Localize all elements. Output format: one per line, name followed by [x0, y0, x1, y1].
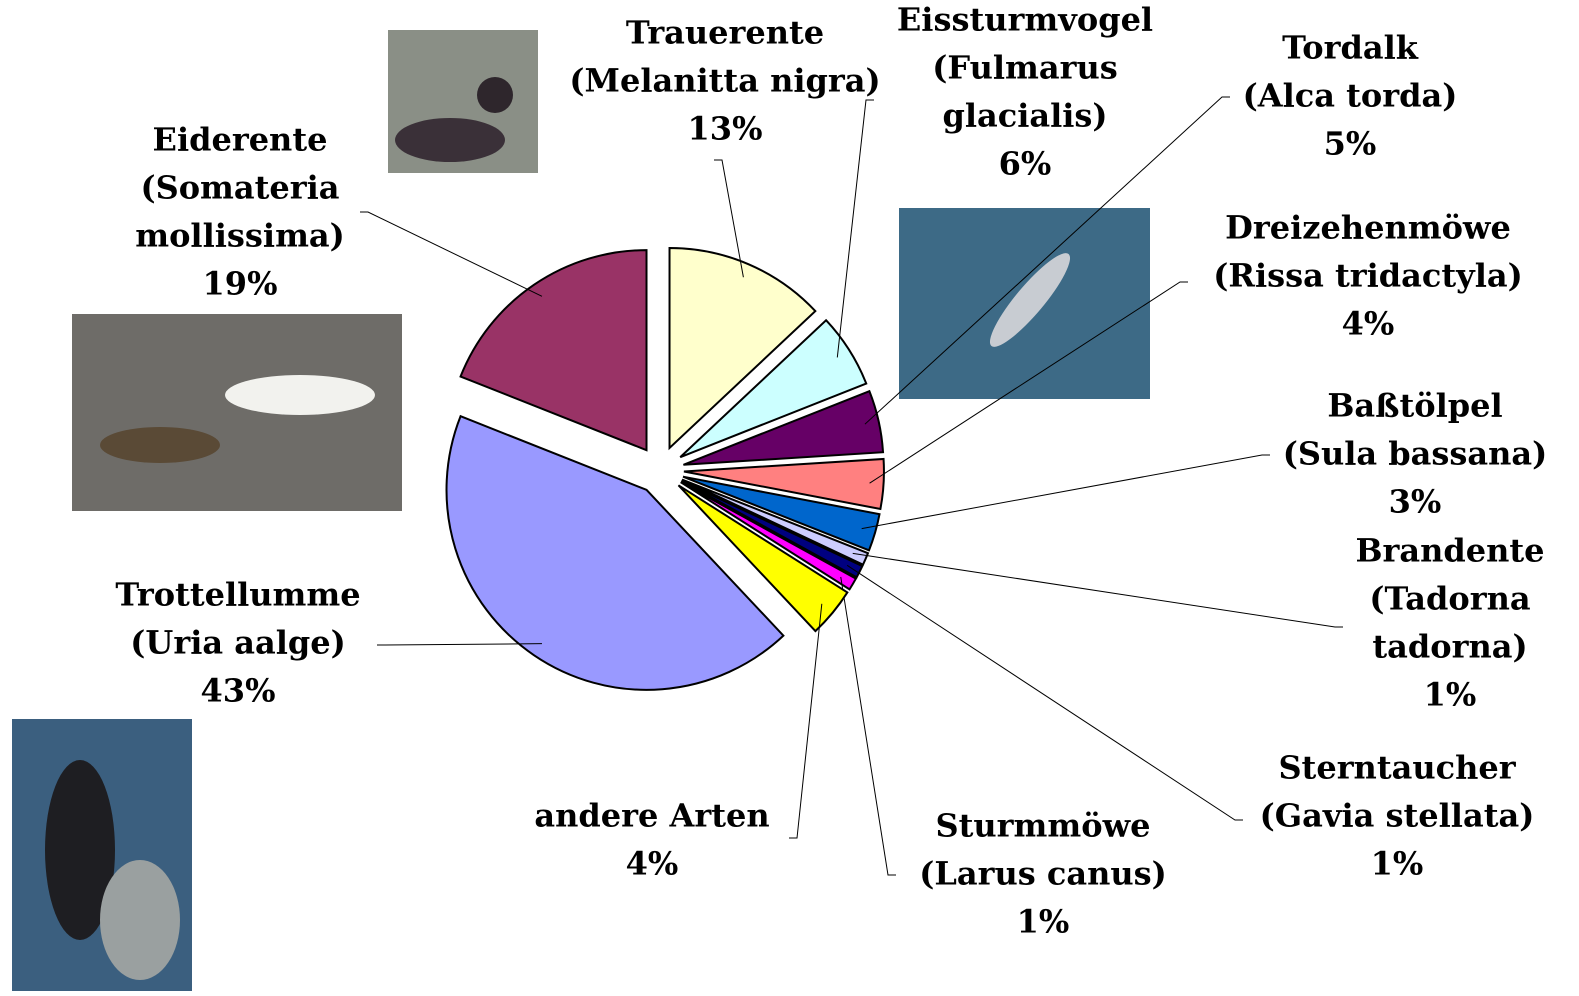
slice-label: Sturmmöwe: [936, 807, 1151, 845]
leader-line: [862, 455, 1270, 529]
pie-slice: [461, 250, 647, 450]
slice-label: (Somateria: [140, 169, 339, 207]
value-label: 3%: [1389, 483, 1442, 521]
slice-label: Eissturmvogel: [897, 1, 1153, 39]
value-label: 1%: [1424, 676, 1477, 714]
slice-label: (Alca torda): [1243, 77, 1458, 115]
leader-line: [841, 577, 896, 875]
slice-label: (Melanitta nigra): [569, 62, 880, 100]
value-label: 5%: [1324, 125, 1377, 163]
leader-line: [853, 553, 1343, 627]
slice-label: (Gavia stellata): [1260, 797, 1535, 835]
slice-label: Tordalk: [1282, 29, 1419, 67]
photo-scoter: [388, 30, 538, 173]
leader-line: [837, 100, 874, 357]
value-label: 6%: [999, 145, 1052, 183]
value-label: 43%: [201, 672, 276, 710]
photo-fulmar: [899, 208, 1150, 399]
slice-label: mollissima): [135, 217, 345, 255]
value-label: 13%: [688, 110, 763, 148]
slice-label: Trauerente: [626, 14, 824, 52]
leader-line: [360, 212, 542, 296]
slice-label: Baßtölpel: [1327, 387, 1502, 425]
slice-label: andere Arten: [534, 797, 769, 835]
slice-label: (Uria aalge): [130, 624, 345, 662]
slice-label: Brandente: [1355, 532, 1544, 570]
photo-guillemot: [12, 719, 192, 991]
value-label: 19%: [203, 265, 278, 303]
slice-label: tadorna): [1372, 628, 1527, 666]
slice-label: Sterntaucher: [1278, 749, 1516, 787]
photo-eider: [72, 314, 402, 511]
slice-label: Dreizehenmöwe: [1225, 209, 1511, 247]
slice-label: (Fulmarus: [932, 49, 1117, 87]
value-label: 1%: [1017, 903, 1070, 941]
slice-label: Trottellumme: [115, 576, 360, 614]
value-label: 4%: [1342, 305, 1395, 343]
slice-label: Eiderente: [153, 121, 328, 159]
chart: Trauerente (Melanitta nigra) 13% Eissturmvo…: [0, 0, 1579, 996]
leader-line: [377, 644, 542, 645]
value-label: 1%: [1371, 845, 1424, 883]
leader-line: [789, 604, 822, 838]
slice-label: (Tadorna: [1369, 580, 1530, 618]
value-label: 4%: [626, 845, 679, 883]
slice-label: glacialis): [942, 97, 1107, 135]
slice-label: (Sula bassana): [1283, 435, 1548, 473]
slice-label: (Larus canus): [919, 855, 1167, 893]
slice-label: (Rissa tridactyla): [1213, 257, 1523, 295]
